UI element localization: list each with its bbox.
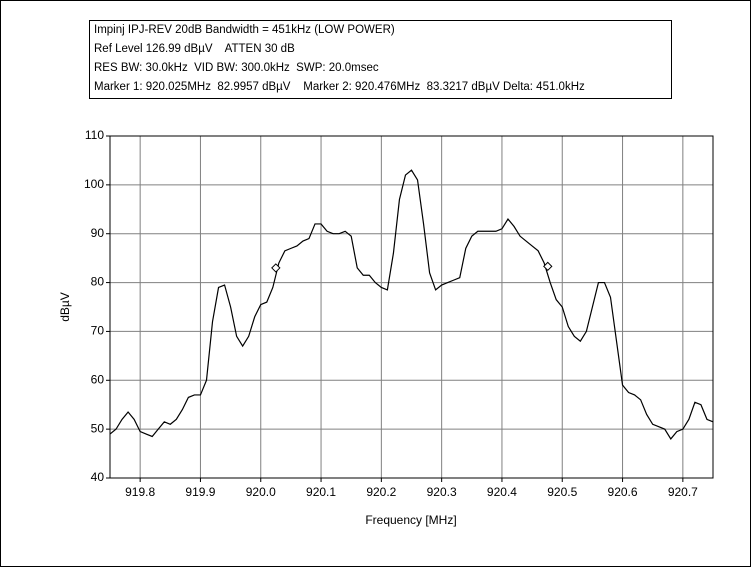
y-tick-label: 60 <box>91 372 105 386</box>
y-tick-label: 50 <box>91 421 105 435</box>
spectrum-line <box>109 169 714 440</box>
y-tick-label: 110 <box>85 128 104 142</box>
y-tick-label: 40 <box>91 470 105 484</box>
info-line: Impinj IPJ-REV 20dB Bandwidth = 451kHz (… <box>94 24 395 36</box>
x-tick-label: 919.9 <box>185 485 215 499</box>
marker <box>543 261 553 272</box>
x-tick-label: 920.0 <box>246 485 276 499</box>
x-tick-label: 920.7 <box>668 485 698 499</box>
x-tick-label: 920.5 <box>547 485 577 499</box>
y-tick-label: 70 <box>91 324 105 338</box>
y-axis-label: dBµV <box>58 292 72 322</box>
x-tick-label: 920.3 <box>427 485 457 499</box>
info-line: RES BW: 30.0kHz VID BW: 300.0kHz SWP: 20… <box>94 62 379 74</box>
y-tick-label: 100 <box>84 177 104 191</box>
x-tick-label: 920.2 <box>366 485 396 499</box>
x-tick-label: 919.8 <box>125 485 155 499</box>
x-axis-label: Frequency [MHz] <box>365 513 456 527</box>
info-line: Marker 1: 920.025MHz 82.9957 dBµV Marker… <box>94 81 585 93</box>
y-tick-label: 80 <box>91 275 105 289</box>
marker <box>271 263 281 273</box>
y-tick-label: 90 <box>91 226 105 240</box>
x-tick-label: 920.1 <box>306 485 336 499</box>
x-tick-label: 920.6 <box>608 485 638 499</box>
plot-frame <box>109 135 714 479</box>
info-line: Ref Level 126.99 dBµV ATTEN 30 dB <box>94 43 295 55</box>
x-tick-label: 920.4 <box>487 485 517 499</box>
info-box <box>89 20 672 99</box>
